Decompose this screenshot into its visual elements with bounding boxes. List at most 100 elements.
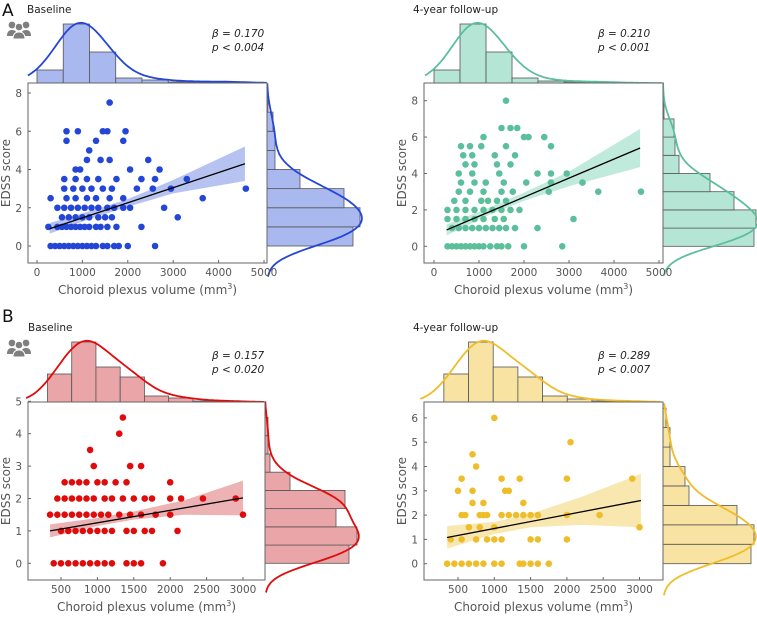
right-histogram xyxy=(264,401,360,593)
data-point xyxy=(126,166,134,173)
data-point xyxy=(83,479,90,486)
y-axis-label: EDSS score xyxy=(395,139,409,207)
hist-bar xyxy=(119,376,145,403)
data-point xyxy=(113,175,120,183)
data-point xyxy=(81,204,88,212)
right-histogram xyxy=(266,83,363,277)
data-point xyxy=(511,152,519,159)
data-point xyxy=(491,560,498,567)
data-point xyxy=(443,560,451,567)
data-point xyxy=(458,536,465,543)
x-tick-label: 2500 xyxy=(193,584,220,596)
data-point xyxy=(72,175,79,183)
data-point xyxy=(469,487,476,495)
x-tick-label: 1000 xyxy=(466,267,493,279)
data-point xyxy=(511,224,519,232)
data-point xyxy=(469,499,476,507)
panel-subtitle: Baseline xyxy=(28,322,73,334)
data-point xyxy=(113,223,120,231)
data-point xyxy=(495,224,503,232)
density-curve xyxy=(266,83,363,277)
data-point xyxy=(81,223,88,231)
data-point xyxy=(493,197,501,205)
y-tick-label: 4 xyxy=(15,165,22,177)
data-point xyxy=(148,495,156,502)
y-tick-label: 0 xyxy=(411,559,418,571)
data-point xyxy=(466,188,474,195)
data-point xyxy=(471,161,478,168)
data-point xyxy=(513,124,521,132)
scatter-points xyxy=(444,97,645,250)
hist-bar xyxy=(264,453,271,473)
data-point xyxy=(444,206,451,214)
data-point xyxy=(88,242,95,250)
density-curve xyxy=(27,21,267,84)
data-point xyxy=(534,224,541,232)
data-point xyxy=(67,223,75,231)
data-point xyxy=(493,161,501,168)
data-point xyxy=(75,495,83,502)
data-point xyxy=(137,462,145,470)
data-point xyxy=(461,511,469,519)
people-group-icon xyxy=(7,21,31,40)
data-point xyxy=(468,224,476,232)
y-tick-label: 5 xyxy=(15,396,22,408)
panel-b-baseline: 500 1000 1500 2000 2500 3000 0 1 2 3 4 5 Choroid ple… xyxy=(0,307,360,614)
data-point xyxy=(79,560,87,567)
data-point xyxy=(64,527,72,535)
data-point xyxy=(61,495,68,502)
beta-value: β = 0.210 xyxy=(597,28,651,40)
data-point xyxy=(520,243,528,250)
data-point xyxy=(130,495,138,502)
hist-bar xyxy=(115,77,143,84)
x-tick-label: 2000 xyxy=(554,584,581,596)
data-point xyxy=(92,194,100,202)
data-point xyxy=(63,137,70,145)
data-point xyxy=(101,479,108,486)
hist-bar xyxy=(264,508,337,528)
data-point xyxy=(455,170,463,177)
data-point xyxy=(94,204,102,212)
data-point xyxy=(558,243,566,250)
y-tick-label: 6 xyxy=(15,126,22,138)
data-point xyxy=(119,137,127,145)
x-tick-label: 1500 xyxy=(517,584,544,596)
data-point xyxy=(74,204,82,212)
data-point xyxy=(92,223,100,231)
data-point xyxy=(90,511,98,518)
data-point xyxy=(159,560,167,567)
hist-bar xyxy=(266,149,276,170)
data-point xyxy=(462,197,469,205)
data-point xyxy=(545,560,553,567)
y-tick-label: 3 xyxy=(15,461,22,473)
data-point xyxy=(106,156,113,164)
data-point xyxy=(61,511,68,518)
data-point xyxy=(174,527,181,535)
data-point xyxy=(457,142,465,150)
data-point xyxy=(60,204,68,212)
data-point xyxy=(79,185,86,192)
right-histogram xyxy=(662,82,757,276)
data-point xyxy=(119,495,127,502)
x-axis-label: Choroid plexus volume (mm3) xyxy=(454,282,633,297)
data-point xyxy=(94,560,101,567)
data-point xyxy=(239,511,247,518)
hist-bar xyxy=(62,23,90,84)
hist-bar xyxy=(144,395,170,403)
data-point xyxy=(502,97,510,104)
data-point xyxy=(498,560,505,567)
x-tick-label: 3000 xyxy=(556,267,583,279)
data-point xyxy=(500,215,508,223)
y-tick-label: 0 xyxy=(15,241,22,253)
data-point xyxy=(88,185,95,192)
data-point xyxy=(166,479,174,486)
data-point xyxy=(482,224,490,232)
data-point xyxy=(115,242,123,250)
data-point xyxy=(520,511,527,519)
y-axis-label: EDSS score xyxy=(0,139,13,207)
data-point xyxy=(458,475,465,482)
data-point xyxy=(183,175,191,183)
data-point xyxy=(628,475,636,482)
data-point xyxy=(563,536,571,543)
